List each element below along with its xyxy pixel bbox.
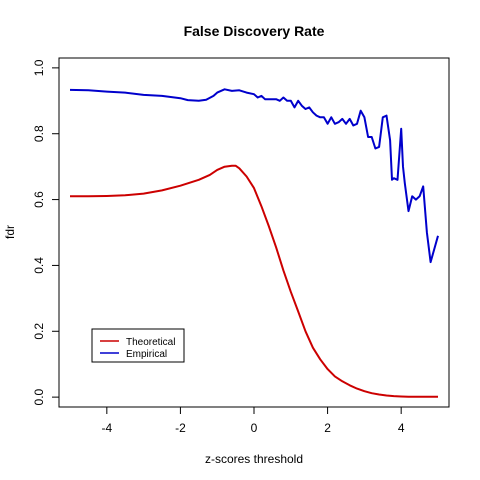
y-tick-label: 1.0: [32, 59, 46, 76]
x-tick-label: 0: [251, 421, 258, 435]
legend-box: [91, 328, 185, 363]
chart-title: False Discovery Rate: [184, 23, 325, 39]
x-axis: -4 -2 0 2 4: [101, 406, 405, 435]
legend-label-theoretical: Theoretical: [126, 337, 175, 348]
x-tick-label: 2: [324, 421, 331, 435]
series-group: [69, 88, 439, 398]
x-axis-label: z-scores threshold: [205, 452, 303, 466]
legend: Theoretical Empirical: [91, 328, 185, 363]
y-axis-label: fdr: [3, 225, 17, 239]
y-tick-label: 0.0: [32, 388, 46, 405]
y-axis: 0.0 0.2 0.4 0.6 0.8 1.0: [32, 59, 60, 405]
y-tick-label: 0.4: [32, 257, 46, 274]
y-tick-label: 0.2: [32, 323, 46, 340]
legend-label-empirical: Empirical: [126, 349, 167, 360]
series-line-theoretical: [70, 164, 438, 398]
y-tick-label: 0.6: [32, 191, 46, 208]
series-line-empirical: [69, 88, 439, 264]
y-tick-label: 0.8: [32, 125, 46, 142]
x-tick-label: -4: [101, 421, 112, 435]
x-tick-label: 4: [398, 421, 405, 435]
x-tick-label: -2: [175, 421, 186, 435]
